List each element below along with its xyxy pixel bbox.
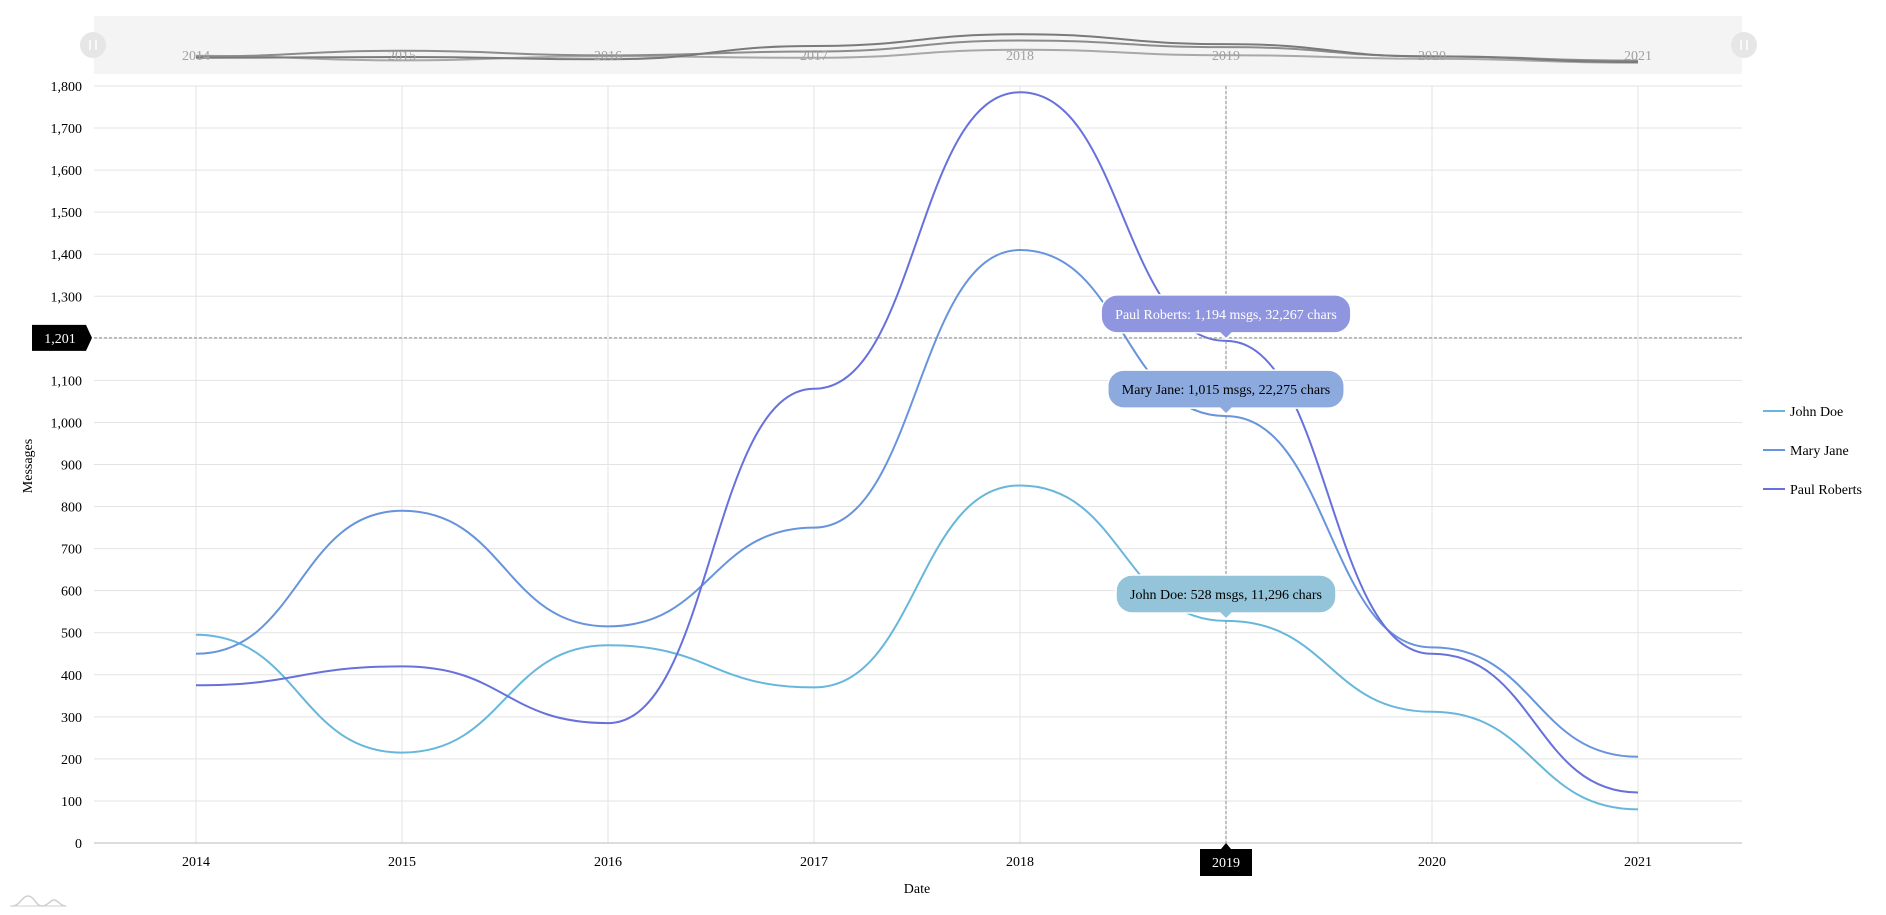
legend-label: Mary Jane xyxy=(1790,444,1849,459)
tooltip-background xyxy=(1107,369,1345,416)
scrollbar-series-preview xyxy=(195,33,1639,63)
legend[interactable]: John Doe Mary Jane Paul Roberts xyxy=(1763,405,1862,498)
scrollbar-label: 2015 xyxy=(388,49,416,64)
y-tick-label: 300 xyxy=(61,711,82,726)
tooltip-background xyxy=(1100,294,1352,340)
legend-label: Paul Roberts xyxy=(1790,483,1862,498)
y-tick-label: 600 xyxy=(61,585,82,600)
scrollbar-label: 2019 xyxy=(1212,49,1240,64)
y-tick-label: 400 xyxy=(61,669,82,684)
series-line-mary-jane[interactable] xyxy=(195,248,1639,758)
tooltip-paul-roberts: Paul Roberts: 1,194 msgs, 32,267 chars xyxy=(1100,294,1352,340)
y-tick-label: 500 xyxy=(61,627,82,642)
tooltip-text: Paul Roberts: 1,194 msgs, 32,267 chars xyxy=(1115,308,1337,323)
y-tick-label: 0 xyxy=(75,837,82,852)
x-tick-label: 2015 xyxy=(388,855,416,870)
y-tick-label: 1,400 xyxy=(51,248,83,263)
y-tick-label: 1,500 xyxy=(51,206,83,221)
scrollbar-start-grip[interactable] xyxy=(80,32,106,58)
tooltip-background xyxy=(1115,574,1337,621)
scrollbar-label: 2021 xyxy=(1624,49,1652,64)
scrollbar-label: 2018 xyxy=(1006,49,1034,64)
y-tick-label: 1,600 xyxy=(51,164,83,179)
y-tick-label: 900 xyxy=(61,459,82,474)
x-tick-label: 2021 xyxy=(1624,855,1652,870)
cursor-x-label: 2019 xyxy=(1212,856,1240,871)
y-tick-label: 1,100 xyxy=(51,374,83,389)
tooltip-mary-jane: Mary Jane: 1,015 msgs, 22,275 chars xyxy=(1107,369,1345,416)
scrollbar-labels: 2014 2015 2016 2017 2018 2019 2020 2021 xyxy=(182,49,1652,64)
legend-label: John Doe xyxy=(1790,405,1843,420)
scrollbar-series-preview xyxy=(195,48,1639,64)
scrollbar-end-grip[interactable] xyxy=(1731,32,1757,58)
series-line-john-doe[interactable] xyxy=(195,484,1639,811)
y-tick-label: 200 xyxy=(61,753,82,768)
grid-lines xyxy=(94,85,1742,844)
series-lines[interactable] xyxy=(195,91,1639,811)
chart-logo-icon xyxy=(10,895,67,907)
tooltip-text: John Doe: 528 msgs, 11,296 chars xyxy=(1130,588,1322,603)
y-tick-label: 1,800 xyxy=(51,80,83,95)
y-tick-label: 700 xyxy=(61,543,82,558)
y-tick-label: 1,000 xyxy=(51,416,83,431)
cursor-y-badge: 1,201 xyxy=(32,324,92,351)
x-tick-label: 2017 xyxy=(800,855,828,870)
y-axis-title: Messages xyxy=(21,439,36,493)
x-axis-title: Date xyxy=(904,882,930,897)
legend-item-mary-jane[interactable]: Mary Jane xyxy=(1763,444,1849,459)
tooltip-john-doe: John Doe: 528 msgs, 11,296 chars xyxy=(1115,574,1337,621)
x-tick-label: 2018 xyxy=(1006,855,1034,870)
y-tick-label: 800 xyxy=(61,501,82,516)
y-tick-label: 1,300 xyxy=(51,290,83,305)
x-tick-label: 2020 xyxy=(1418,855,1446,870)
scrollbar-series-previews xyxy=(195,33,1639,64)
x-tick-label: 2014 xyxy=(182,855,210,870)
legend-item-paul-roberts[interactable]: Paul Roberts xyxy=(1763,483,1862,498)
x-tick-label: 2016 xyxy=(594,855,622,870)
scrollbar-label: 2014 xyxy=(182,49,210,64)
cursor-x-badge: 2019 xyxy=(1200,843,1252,876)
legend-item-john-doe[interactable]: John Doe xyxy=(1763,405,1843,420)
tooltip-text: Mary Jane: 1,015 msgs, 22,275 chars xyxy=(1122,383,1330,398)
series-line-paul-roberts[interactable] xyxy=(195,91,1639,794)
scrollbar[interactable]: 2014 2015 2016 2017 2018 2019 2020 2021 xyxy=(80,16,1757,74)
scrollbar-label: 2017 xyxy=(800,49,828,64)
y-tick-label: 1,700 xyxy=(51,122,83,137)
x-axis-ticks: 2014 2015 2016 2017 2018 2020 2021 xyxy=(182,855,1652,870)
y-tick-label: 100 xyxy=(61,795,82,810)
cursor-y-label: 1,201 xyxy=(44,332,76,347)
tooltips: Paul Roberts: 1,194 msgs, 32,267 chars Ma… xyxy=(1100,294,1352,621)
scrollbar-label: 2020 xyxy=(1418,49,1446,64)
y-axis-ticks: 0 100 200 300 400 500 600 700 800 900 1,000 1,100 1,… xyxy=(51,80,83,852)
scrollbar-label: 2016 xyxy=(594,49,622,64)
cursor: 2019 1,201 xyxy=(32,86,1742,876)
